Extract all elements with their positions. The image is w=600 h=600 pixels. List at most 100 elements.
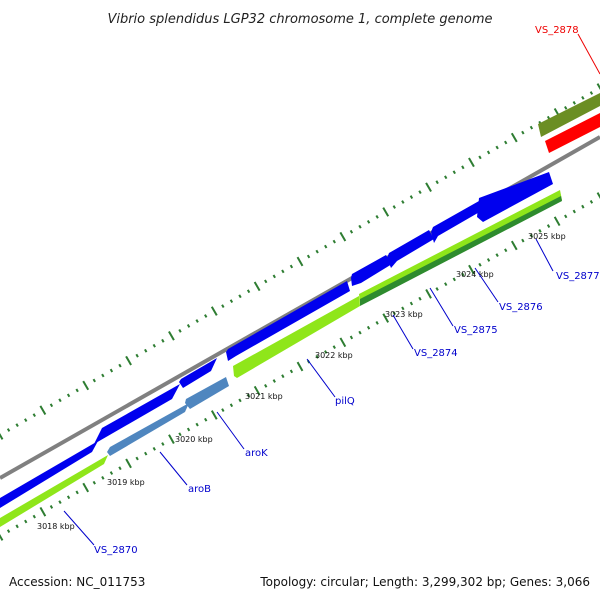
inner-track-tick (204, 417, 208, 422)
outer-track-tick (358, 224, 362, 229)
outer-track-tick (152, 343, 156, 348)
outer-track-tick (186, 324, 191, 328)
gene-label-vs2874[interactable]: VS_2874 (414, 348, 458, 359)
gene-label-vs2877[interactable]: VS_2877 (556, 271, 600, 282)
inner-track-tick (510, 240, 518, 251)
leader-pilq (306, 358, 336, 398)
outer-track-tick (486, 150, 491, 155)
gene-feature-vs2870[interactable] (0, 455, 108, 527)
inner-track-tick (0, 533, 4, 541)
cds-feature-1[interactable] (0, 441, 98, 508)
inner-track-tick (564, 214, 568, 219)
gene-feature-vs2878-olive[interactable] (538, 93, 600, 137)
gene-label-arob[interactable]: aroB (188, 484, 211, 495)
gene-feature-vs2874-inner (360, 196, 562, 306)
gene-label-vs2878[interactable]: VS_2878 (535, 25, 579, 36)
inner-track-tick (349, 335, 354, 340)
gene-feature-pilq[interactable] (233, 296, 360, 378)
cds-feature-6[interactable] (387, 230, 434, 268)
outer-track-tick (461, 165, 465, 170)
tick-track-outer (0, 83, 600, 440)
outer-track-tick (529, 125, 534, 130)
inner-track-tick (461, 272, 465, 277)
inner-track-tick (358, 330, 362, 335)
leader-arok (216, 411, 245, 450)
outer-track-tick (296, 256, 304, 267)
outer-track-tick (495, 145, 499, 150)
inner-track-tick (229, 403, 234, 408)
inner-track-tick (339, 337, 347, 348)
inner-track-tick (75, 490, 79, 495)
scale-label-3021: 3021 kbp (245, 392, 283, 401)
outer-track-tick (58, 398, 62, 403)
outer-track-tick (596, 83, 600, 90)
inner-track-tick (238, 398, 242, 403)
outer-track-tick (135, 353, 139, 358)
inner-track-tick (272, 379, 276, 383)
inner-track-tick (24, 519, 28, 524)
gene-feature-vs2878[interactable] (545, 113, 600, 153)
outer-track-tick (444, 175, 448, 180)
cds-feature-8[interactable] (477, 172, 553, 222)
inner-track-tick (425, 289, 432, 299)
leader-vs2878 (577, 33, 600, 75)
inner-track-tick (521, 238, 525, 243)
cds-feature-7[interactable] (431, 201, 483, 243)
gene-feature-arob[interactable] (107, 403, 189, 456)
cds-feature-4[interactable] (226, 281, 350, 361)
inner-track-tick (452, 277, 456, 282)
inner-track-tick (161, 442, 165, 446)
gene-label-vs2875[interactable]: VS_2875 (454, 325, 498, 336)
gene-label-vs2876[interactable]: VS_2876 (499, 302, 543, 313)
inner-track-tick (409, 301, 414, 306)
scale-label-3025: 3025 kbp (528, 232, 566, 241)
inner-track-tick (332, 345, 336, 350)
inner-track-tick (6, 529, 11, 534)
outer-track-tick (238, 294, 242, 299)
outer-track-tick (204, 314, 208, 318)
inner-track-tick (289, 369, 294, 374)
inner-track-tick (178, 432, 182, 437)
outer-track-tick (425, 182, 432, 192)
genome-summary-text: Topology: circular; Length: 3,299,302 bp… (259, 575, 590, 589)
inner-track-tick (589, 199, 594, 204)
outer-track-tick (0, 433, 4, 440)
outer-track-tick (589, 91, 594, 95)
scale-label-3020: 3020 kbp (175, 435, 213, 444)
inner-track-tick (529, 233, 534, 238)
leader-vs2877 (535, 238, 554, 272)
outer-track-tick (289, 264, 294, 269)
inner-track-tick (118, 466, 122, 471)
inner-track-tick (186, 427, 191, 432)
accession-text: Accession: NC_011753 (9, 575, 145, 589)
outer-track-tick (66, 393, 71, 398)
gene-label-pilq[interactable]: pilQ (335, 396, 355, 407)
outer-track-tick (221, 304, 225, 308)
leader-vs2875 (429, 287, 454, 327)
cds-feature-3[interactable] (179, 358, 217, 388)
map-title: Vibrio splendidus LGP32 chromosome 1, co… (107, 12, 492, 27)
inner-track-tick (281, 374, 285, 379)
outer-track-tick (315, 249, 319, 254)
outer-track-tick (92, 378, 96, 383)
inner-track-tick (144, 451, 148, 456)
inner-track-tick (495, 253, 499, 257)
outer-track-tick (272, 274, 276, 279)
inner-track-tick (418, 296, 422, 301)
outer-track-tick (229, 299, 234, 304)
cds-feature-2[interactable] (94, 384, 180, 444)
outer-track-tick (572, 100, 576, 105)
outer-track-tick (332, 239, 336, 244)
inner-track-tick (296, 361, 304, 372)
gene-label-arok[interactable]: aroK (245, 448, 268, 459)
scale-label-3018: 3018 kbp (37, 522, 75, 531)
cds-feature-5[interactable] (351, 255, 392, 286)
outer-track-tick (306, 254, 311, 259)
outer-track-tick (168, 331, 175, 341)
gene-label-vs2870[interactable]: VS_2870 (94, 545, 138, 556)
outer-track-tick (564, 105, 568, 110)
outer-track-tick (118, 363, 122, 368)
inner-track-tick (392, 311, 396, 316)
gene-feature-arok[interactable] (185, 377, 229, 409)
